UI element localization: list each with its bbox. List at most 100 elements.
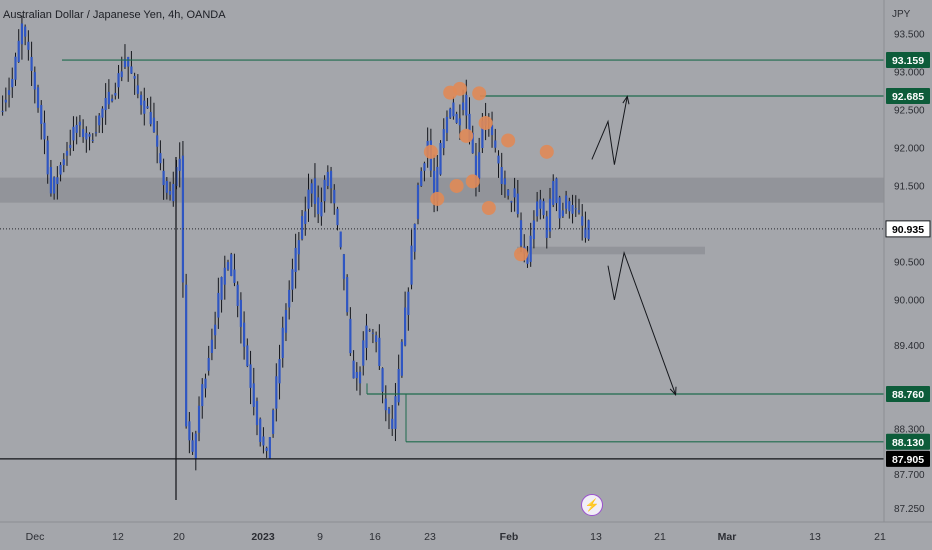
candle-body (188, 421, 191, 441)
pattern-marker[interactable] (452, 81, 467, 96)
candle-body (355, 371, 358, 379)
x-tick-label: 13 (809, 531, 821, 543)
candle-body (371, 332, 375, 334)
candle-body (239, 299, 242, 327)
pattern-marker[interactable] (539, 144, 554, 159)
candle-body (465, 94, 468, 116)
candle-body (40, 105, 43, 124)
candle-body (278, 359, 281, 384)
candle-body (568, 201, 571, 212)
pattern-marker[interactable] (449, 178, 464, 193)
candle-body (1, 110, 4, 112)
candle-body (236, 284, 239, 306)
candle-body (500, 167, 503, 185)
candle-body (587, 220, 590, 240)
candle-body (252, 383, 255, 407)
candle-body (110, 98, 114, 102)
candle-body (490, 125, 494, 136)
y-tick-label: 87.250 (894, 504, 925, 515)
candle-body (24, 26, 27, 37)
candle-body (291, 269, 294, 290)
candle-body (139, 94, 143, 106)
candle-body (101, 108, 104, 118)
candle-body (526, 254, 529, 264)
candle-body (571, 204, 574, 214)
candle-body (72, 126, 75, 141)
price-badge (886, 385, 930, 402)
price-badge-label: 88.760 (892, 389, 924, 401)
candle-body (94, 132, 98, 134)
candle-body (510, 201, 513, 203)
price-badge-label: 92.685 (892, 91, 924, 103)
candle-body (397, 368, 400, 403)
candle-body (436, 166, 439, 202)
y-tick-label: 88.300 (894, 424, 925, 435)
candle-body (262, 436, 265, 446)
candle-body (468, 113, 471, 142)
price-badge (886, 450, 930, 467)
x-tick-label: 23 (424, 531, 436, 543)
candle-body (577, 210, 581, 213)
candle-body (88, 134, 91, 137)
candle-body (204, 378, 207, 389)
candle-body (410, 245, 413, 285)
pattern-marker[interactable] (478, 115, 493, 130)
y-tick-label: 91.500 (894, 181, 925, 192)
pattern-marker[interactable] (481, 201, 496, 215)
current-price-badge (885, 220, 931, 238)
pattern-marker[interactable] (514, 247, 529, 262)
price-badge (886, 433, 930, 450)
candle-body (432, 170, 436, 200)
candle-body (342, 254, 346, 279)
candle-body (27, 41, 30, 50)
arrow-head (622, 95, 630, 105)
candle-body (320, 202, 323, 217)
candle-body (181, 155, 185, 283)
pattern-marker[interactable] (465, 174, 480, 189)
pattern-marker[interactable] (501, 133, 516, 148)
candle-body (4, 99, 7, 103)
candle-body (107, 91, 110, 105)
candle-body (82, 129, 85, 138)
candle-body (358, 371, 362, 384)
candle-body (539, 199, 542, 209)
candle-body (536, 201, 539, 217)
candle-body (300, 216, 304, 240)
price-axis[interactable] (884, 0, 932, 550)
candle-body (561, 210, 564, 217)
candle-body (584, 227, 587, 238)
pattern-marker[interactable] (459, 128, 474, 143)
candle-body (365, 325, 368, 348)
candle-body (458, 118, 461, 126)
candle-body (162, 170, 165, 186)
candle-body (481, 120, 484, 149)
candle-body (471, 132, 474, 154)
y-tick-label: 92.500 (894, 106, 925, 117)
lightning-icon[interactable]: ⚡ (581, 494, 603, 516)
candle-body (120, 71, 123, 78)
candle-body (91, 139, 94, 141)
candle-body (497, 155, 500, 164)
candle-body (565, 195, 568, 209)
candle-body (442, 129, 445, 149)
candle-body (378, 337, 381, 367)
candle-body (532, 220, 536, 240)
projection-bearish[interactable] (607, 250, 677, 395)
pattern-marker[interactable] (472, 86, 487, 101)
pattern-marker[interactable] (423, 144, 438, 159)
projection-bullish[interactable] (591, 96, 628, 165)
candle-body (233, 269, 236, 283)
candle-body (75, 124, 78, 133)
candle-body (201, 384, 204, 407)
pattern-marker[interactable] (430, 191, 445, 206)
candle-body (259, 418, 262, 442)
candle-body (275, 376, 278, 409)
candle-body (117, 73, 120, 88)
candle-body (217, 292, 220, 318)
candle-body (178, 158, 181, 171)
candle-body (317, 197, 320, 215)
x-tick-label: 12 (112, 531, 124, 543)
candle-body (349, 318, 352, 354)
